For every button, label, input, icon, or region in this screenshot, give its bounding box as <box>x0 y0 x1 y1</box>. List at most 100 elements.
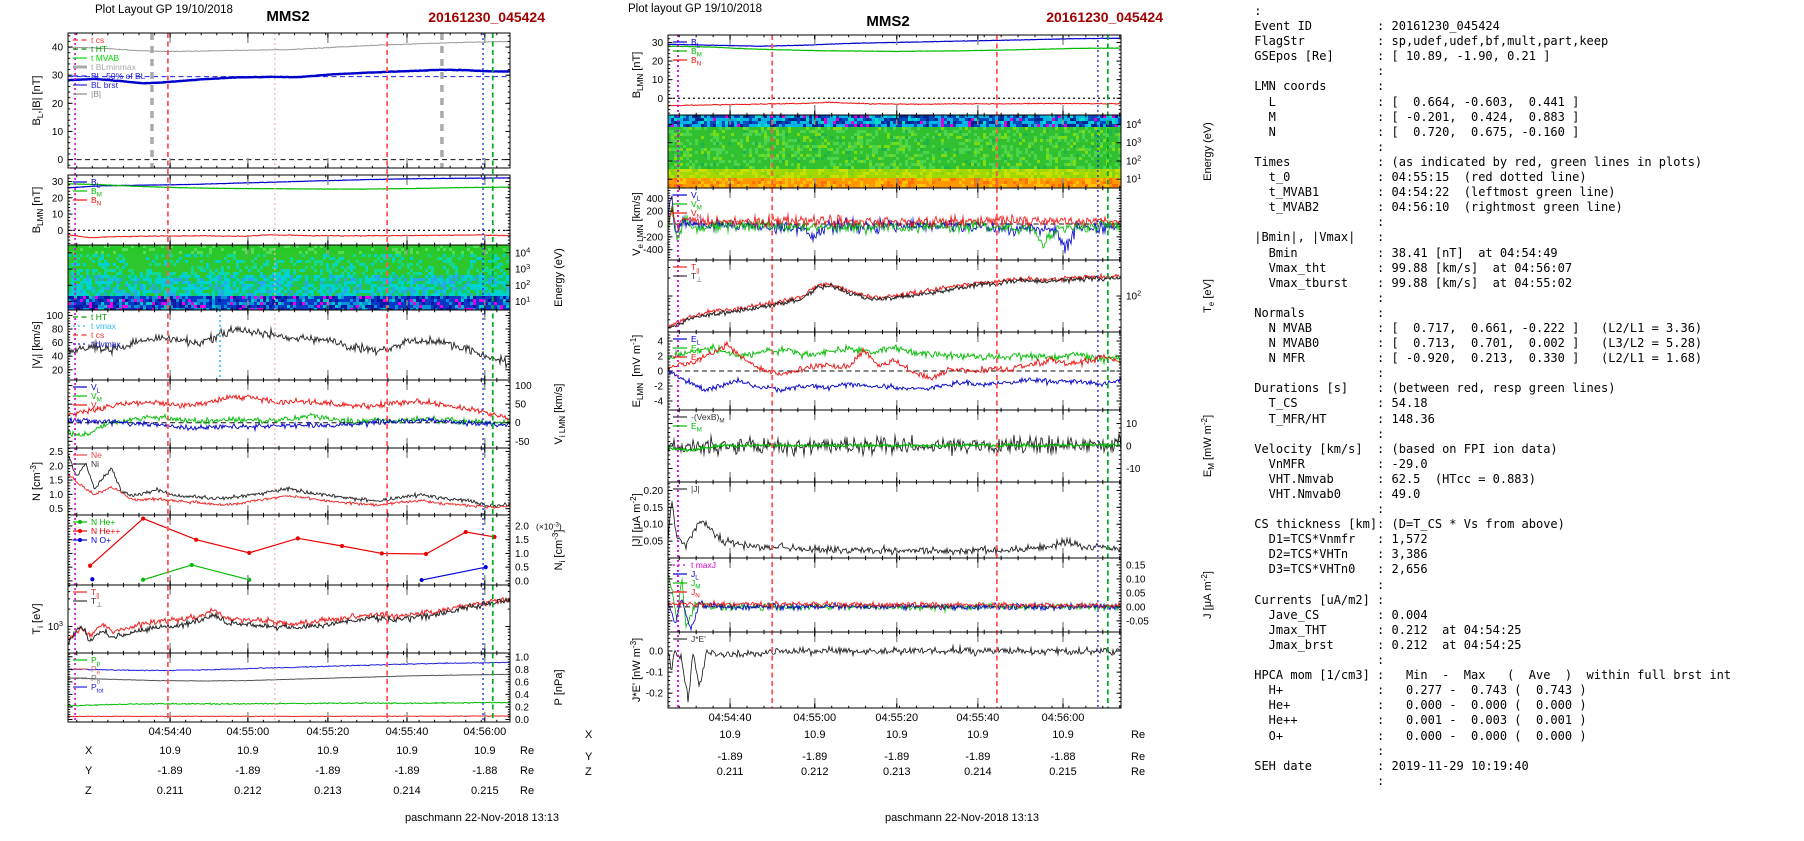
coord-value: 10.9 <box>159 745 181 757</box>
info-line: L : [ 0.664, -0.603, 0.441 ] <box>1247 94 1580 109</box>
coord-value: -1.89 <box>884 751 910 763</box>
time-tick-label: 04:55:20 <box>306 726 350 738</box>
coord-value: 0.212 <box>801 766 829 778</box>
info-line: Jmax_THT : 0.212 at 04:54:25 <box>1247 622 1522 637</box>
info-line: T_CS : 54.18 <box>1247 396 1428 411</box>
info-panel: : Event ID : 20161230_045424 FlagStr : s… <box>1247 4 1731 789</box>
info-line: : <box>1247 577 1385 592</box>
info-line: : <box>1247 502 1385 517</box>
coord-value: -1.88 <box>472 765 498 777</box>
coord-value: 10.9 <box>317 745 339 757</box>
coord-row-label: Z <box>585 766 592 778</box>
info-line: : <box>1247 64 1385 79</box>
info-line: Event ID : 20161230_045424 <box>1247 19 1500 34</box>
coord-value: 0.213 <box>314 785 342 797</box>
figure-title-left: MMS2 <box>266 8 310 25</box>
info-line: FlagStr : sp,udef,udef,bf,mult,part,keep <box>1247 34 1609 49</box>
info-line: t_MVAB2 : 04:56:10 (rightmost green line… <box>1247 200 1623 215</box>
info-line: T_MFR/HT : 148.36 <box>1247 411 1435 426</box>
coord-value: 0.215 <box>1049 766 1077 778</box>
info-line: N MFR : [ -0.920, 0.213, 0.330 ] (L2/L1 … <box>1247 351 1703 366</box>
coord-value: 0.214 <box>393 785 421 797</box>
figure-footer-middle: paschmann 22-Nov-2018 13:13 <box>884 812 1040 824</box>
info-line: Durations [s] : (between red, resp green… <box>1247 381 1616 396</box>
info-line: Normals : <box>1247 305 1385 320</box>
time-tick-label: 04:55:00 <box>226 726 270 738</box>
time-tick-label: 04:56:00 <box>463 726 507 738</box>
info-line: N MVAB : [ 0.717, 0.661, -0.222 ] (L2/L1… <box>1247 320 1703 335</box>
coord-value: 0.215 <box>471 785 499 797</box>
coord-value: 10.9 <box>967 729 989 741</box>
coord-value: 0.211 <box>156 785 184 797</box>
info-line: : <box>1247 290 1385 305</box>
info-line: N : [ 0.720, 0.675, -0.160 ] <box>1247 124 1580 139</box>
info-line: : <box>1247 426 1385 441</box>
coord-unit: Re <box>1131 729 1146 741</box>
info-line: N MVAB0 : [ 0.713, 0.701, 0.002 ] (L3/L2… <box>1247 336 1703 351</box>
coord-value: 0.212 <box>234 785 262 797</box>
coord-unit: Re <box>520 745 535 757</box>
layout-label-left: Plot Layout GP 19/10/2018 <box>95 4 233 16</box>
coord-value: 10.9 <box>396 745 418 757</box>
info-line: H+ : 0.277 - 0.743 ( 0.743 ) <box>1247 683 1587 698</box>
coord-value: -1.89 <box>157 765 183 777</box>
coord-row-label: Y <box>85 765 93 777</box>
time-tick-label: 04:55:20 <box>875 712 919 724</box>
coord-value: 10.9 <box>719 729 741 741</box>
time-tick-label: 04:54:40 <box>708 712 752 724</box>
info-line: VHT.Nmvab : 62.5 (HTcc = 0.883) <box>1247 471 1536 486</box>
info-line: HPCA mom [1/cm3] : Min - Max ( Ave ) wit… <box>1247 668 1732 683</box>
info-line: Vmax_tburst : 99.88 [km/s] at 04:55:02 <box>1247 275 1573 290</box>
info-line: SEH date : 2019-11-29 10:19:40 <box>1247 758 1529 773</box>
info-line: CS thickness [km]: (D=T_CS * Vs from abo… <box>1247 517 1565 532</box>
info-line: Jmax_brst : 0.212 at 04:54:25 <box>1247 637 1522 652</box>
info-line: VHT.Nmvab0 : 49.0 <box>1247 487 1421 501</box>
coord-value: -1.89 <box>965 751 991 763</box>
info-line: Currents [uA/m2] : <box>1247 592 1385 607</box>
coord-row-label: Y <box>585 751 593 763</box>
figure-title-middle: MMS2 <box>866 13 910 30</box>
coord-unit: Re <box>520 765 535 777</box>
info-line: t_0 : 04:55:15 (red dotted line) <box>1247 170 1587 185</box>
coord-value: 0.214 <box>964 766 992 778</box>
coord-value: 0.211 <box>716 766 744 778</box>
info-line: M : [ -0.201, 0.424, 0.883 ] <box>1247 109 1580 124</box>
info-line: He++ : 0.001 - 0.003 ( 0.001 ) <box>1247 713 1587 728</box>
coord-value: -1.89 <box>394 765 420 777</box>
info-line: Velocity [km/s] : (based on FPI ion data… <box>1247 441 1558 456</box>
coord-value: 10.9 <box>1052 729 1074 741</box>
time-tick-label: 04:55:40 <box>385 726 429 738</box>
info-line: D2=TCS*VHTn : 3,386 <box>1247 547 1428 562</box>
info-line: : <box>1247 4 1262 18</box>
info-line: : <box>1247 215 1385 230</box>
coord-row-label: Z <box>85 785 92 797</box>
coord-unit: Re <box>520 785 535 797</box>
info-line: Vmax_tht : 99.88 [km/s] at 04:56:07 <box>1247 260 1573 275</box>
info-line: LMN coords : <box>1247 79 1385 94</box>
info-line: : <box>1247 653 1385 668</box>
info-line: Jave_CS : 0.004 <box>1247 607 1428 622</box>
info-line: VnMFR : -29.0 <box>1247 456 1428 471</box>
coord-value: -1.89 <box>315 765 341 777</box>
event-id-middle: 20161230_045424 <box>1046 9 1163 25</box>
coord-value: 10.9 <box>886 729 908 741</box>
coord-value: -1.89 <box>717 751 743 763</box>
coord-value: 0.213 <box>882 766 911 778</box>
time-tick-label: 04:54:40 <box>148 726 192 738</box>
coord-value: 10.9 <box>237 745 259 757</box>
coord-unit: Re <box>1131 766 1146 778</box>
info-line: D1=TCS*Vnmfr : 1,572 <box>1247 532 1428 547</box>
info-line: Bmin : 38.41 [nT] at 04:54:49 <box>1247 245 1558 260</box>
coord-value: 10.9 <box>474 745 496 757</box>
coord-value: -1.88 <box>1050 751 1076 763</box>
coord-value: 10.9 <box>804 729 826 741</box>
coord-row-label: X <box>585 729 593 741</box>
info-line: t_MVAB1 : 04:54:22 (leftmost green line) <box>1247 185 1616 200</box>
info-line: He+ : 0.000 - 0.000 ( 0.000 ) <box>1247 698 1587 713</box>
info-line: : <box>1247 743 1385 758</box>
info-line: O+ : 0.000 - 0.000 ( 0.000 ) <box>1247 728 1587 743</box>
coord-value: -1.89 <box>235 765 261 777</box>
info-line: : <box>1247 773 1385 788</box>
info-line: Times : (as indicated by red, green line… <box>1247 154 1703 169</box>
